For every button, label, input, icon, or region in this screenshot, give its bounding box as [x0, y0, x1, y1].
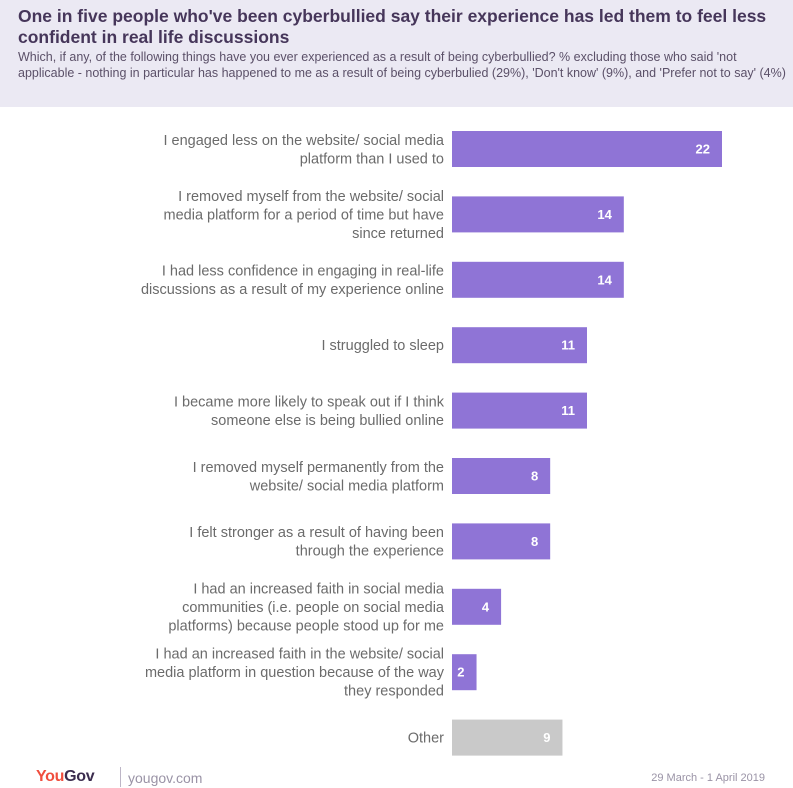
category-label-line: through the experience [296, 544, 444, 560]
chart-header: One in five people who've been cyberbull… [0, 0, 793, 107]
category-label-line: I removed myself permanently from the [193, 460, 444, 476]
bar-value-label: 14 [597, 272, 612, 287]
bar-value-label: 11 [561, 338, 575, 353]
category-label-line: I removed myself from the website/ socia… [178, 189, 444, 205]
category-label-line: I engaged less on the website/ social me… [163, 133, 444, 149]
fieldwork-date: 29 March - 1 April 2019 [651, 772, 765, 784]
category-label-line: I struggled to sleep [321, 338, 444, 354]
category-label-line: I became more likely to speak out if I t… [174, 394, 445, 410]
bar-value-label: 4 [482, 599, 490, 614]
chart-subtitle: Which, if any, of the following things h… [18, 50, 786, 80]
category-label-line: they responded [344, 684, 444, 700]
bar [452, 131, 722, 167]
category-label: I had an increased faith in the website/… [145, 647, 445, 700]
category-label-line: platforms) because people stood up for m… [168, 618, 444, 634]
category-label-line: I felt stronger as a result of having be… [189, 525, 444, 541]
category-label-line: I had less confidence in engaging in rea… [162, 264, 444, 280]
category-label: I removed myself permanently from the web… [193, 460, 444, 495]
bar-value-label: 8 [531, 534, 538, 549]
footer-url[interactable]: yougov.com [128, 770, 203, 786]
bar [452, 261, 624, 298]
category-label-line: Other [408, 731, 444, 747]
bar-value-label: 14 [597, 207, 612, 222]
category-label-line: media platform for a period of time but … [164, 207, 444, 223]
bar-value-label: 9 [543, 730, 550, 745]
chart-title: One in five people who've been cyberbull… [18, 6, 767, 47]
category-label-line: since returned [352, 226, 444, 242]
category-label-line: someone else is being bullied online [211, 413, 444, 429]
category-label: Other [408, 731, 444, 747]
category-label: I felt stronger as a result of having be… [189, 525, 444, 560]
category-label-line: I had an increased faith in the website/… [155, 647, 444, 663]
category-label: I struggled to sleep [321, 338, 444, 354]
category-label-line: communities (i.e. people on social media [182, 600, 445, 616]
category-label: I removed myself from the website/ socia… [164, 189, 444, 242]
bar [452, 458, 551, 494]
bar [452, 523, 551, 560]
category-label-line: I had an increased faith in social media [193, 581, 445, 597]
bar-value-label: 22 [696, 142, 710, 157]
bar-value-label: 11 [561, 403, 575, 418]
logo-you-text: You [36, 768, 65, 785]
category-label-line: discussions as a result of my experience… [141, 282, 444, 298]
category-label-line: website/ social media platform [249, 478, 444, 494]
bar [452, 196, 624, 233]
bar-value-label: 2 [457, 665, 464, 680]
bar-chart: 22 I engaged less on the website/ social … [141, 131, 722, 756]
category-label-line: media platform in question because of th… [145, 665, 445, 681]
category-label: I had an increased faith in social media… [168, 581, 445, 634]
logo-gov-text: Gov [64, 768, 95, 785]
bar-other [452, 719, 563, 756]
category-label: I became more likely to speak out if I t… [174, 394, 445, 429]
yougov-logo[interactable]: YouGov [36, 768, 95, 786]
footer-divider [120, 767, 121, 787]
category-label: I engaged less on the website/ social me… [163, 133, 444, 168]
bar [452, 588, 502, 625]
bar [452, 327, 587, 364]
bar [452, 392, 587, 429]
bar [452, 654, 477, 691]
category-label: I had less confidence in engaging in rea… [141, 264, 444, 299]
category-label-line: platform than I used to [300, 151, 444, 167]
bar-value-label: 8 [531, 469, 538, 484]
